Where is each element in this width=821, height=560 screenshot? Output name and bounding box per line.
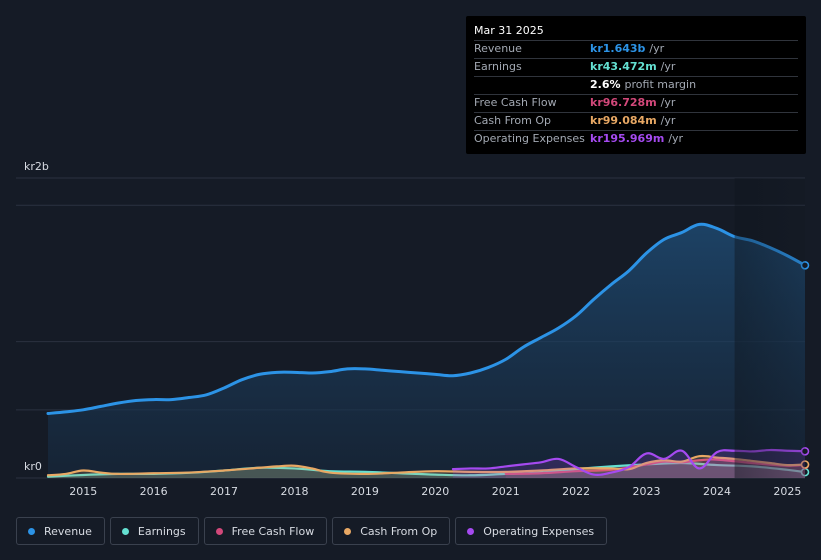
legend-dot-icon xyxy=(467,527,475,535)
cash-from-op-line xyxy=(46,454,807,477)
tooltip-row-unit: /yr xyxy=(660,96,676,109)
revenue-line xyxy=(46,222,807,415)
x-tick-label: 2020 xyxy=(421,485,449,498)
x-tick-label: 2024 xyxy=(703,485,731,498)
tooltip-row: Revenue kr1.643b/yr xyxy=(474,40,798,58)
legend-dot-icon xyxy=(121,527,129,535)
tooltip-row: Cash From Op kr99.084m/yr xyxy=(474,112,798,130)
legend-item-cash-from-op[interactable]: Cash From Op xyxy=(332,517,451,545)
legend-label: Operating Expenses xyxy=(483,524,595,538)
chart-area: 2015 2016 2017 2018 2019 2020 2021 2022 2023 2024… xyxy=(16,160,810,498)
tooltip-row-unit: /yr xyxy=(660,114,676,127)
legend-dot-icon xyxy=(28,527,35,535)
y-axis-bottom-label: kr0 xyxy=(24,460,42,473)
x-tick-label: 2023 xyxy=(633,485,661,498)
legend-label: Cash From Op xyxy=(360,524,438,538)
tooltip-row-label: Free Cash Flow xyxy=(474,96,557,109)
tooltip-row-label: Operating Expenses xyxy=(474,132,585,145)
x-tick-label: 2022 xyxy=(562,485,590,498)
x-tick-label: 2018 xyxy=(280,485,308,498)
legend-item-free-cash-flow[interactable]: Free Cash Flow xyxy=(203,517,328,545)
tooltip-row: 2.6% profit margin xyxy=(474,76,798,94)
legend-dot-icon xyxy=(215,527,223,535)
tooltip-row-unit: profit margin xyxy=(624,78,697,91)
legend-label: Earnings xyxy=(137,524,186,538)
x-tick-label: 2017 xyxy=(210,485,238,498)
x-tick-label: 2025 xyxy=(773,485,801,498)
legend-label: Free Cash Flow xyxy=(231,524,315,538)
x-tick-label: 2016 xyxy=(140,485,168,498)
tooltip-row: Earnings kr43.472m/yr xyxy=(474,58,798,76)
tooltip-row-value: kr99.084m xyxy=(590,114,657,127)
x-tick-label: 2021 xyxy=(492,485,520,498)
revenue-area xyxy=(48,224,805,478)
free-cash-flow-area xyxy=(505,459,805,478)
legend-item-operating-expenses[interactable]: Operating Expenses xyxy=(455,517,608,545)
x-axis-ticks: 2015 2016 2017 2018 2019 2020 2021 2022 2023 2024… xyxy=(69,485,801,498)
tooltip-row: Free Cash Flow kr96.728m/yr xyxy=(474,94,798,112)
tooltip-row-label: Earnings xyxy=(474,60,522,73)
tooltip-row-value: kr43.472m xyxy=(590,60,657,73)
tooltip-row-label xyxy=(474,77,590,94)
tooltip-row-value: kr96.728m xyxy=(590,96,657,109)
tooltip-rows: Revenue kr1.643b/yr Earnings kr43.472m/yr 2.… xyxy=(474,40,798,148)
legend-item-revenue[interactable]: Revenue xyxy=(16,517,105,545)
x-tick-label: 2019 xyxy=(351,485,379,498)
tooltip-row-value: kr195.969m xyxy=(590,132,665,145)
tooltip-row-unit: /yr xyxy=(668,132,684,145)
legend-label: Revenue xyxy=(44,524,92,538)
y-axis-top-label: kr2b xyxy=(24,160,49,173)
forecast-shading xyxy=(734,178,805,478)
tooltip-row-unit: /yr xyxy=(660,60,676,73)
tooltip-panel: Mar 31 2025 Revenue kr1.643b/yr Earnings kr… xyxy=(466,16,806,154)
tooltip-row: Operating Expenses kr195.969m/yr xyxy=(474,130,798,148)
tooltip-row-unit: /yr xyxy=(649,42,665,55)
legend: Revenue Earnings Free Cash Flow Cash From O… xyxy=(16,517,608,545)
tooltip-date: Mar 31 2025 xyxy=(474,24,544,37)
legend-item-earnings[interactable]: Earnings xyxy=(109,517,199,545)
tooltip-row-label: Cash From Op xyxy=(474,114,552,127)
legend-dot-icon xyxy=(344,527,352,535)
series-layer xyxy=(46,222,810,478)
tooltip-row-value: 2.6% xyxy=(590,78,621,91)
tooltip-row-label: Revenue xyxy=(474,42,522,55)
x-tick-label: 2015 xyxy=(69,485,97,498)
operating-expenses-area xyxy=(452,450,805,478)
tooltip-row-value: kr1.643b xyxy=(590,42,646,55)
